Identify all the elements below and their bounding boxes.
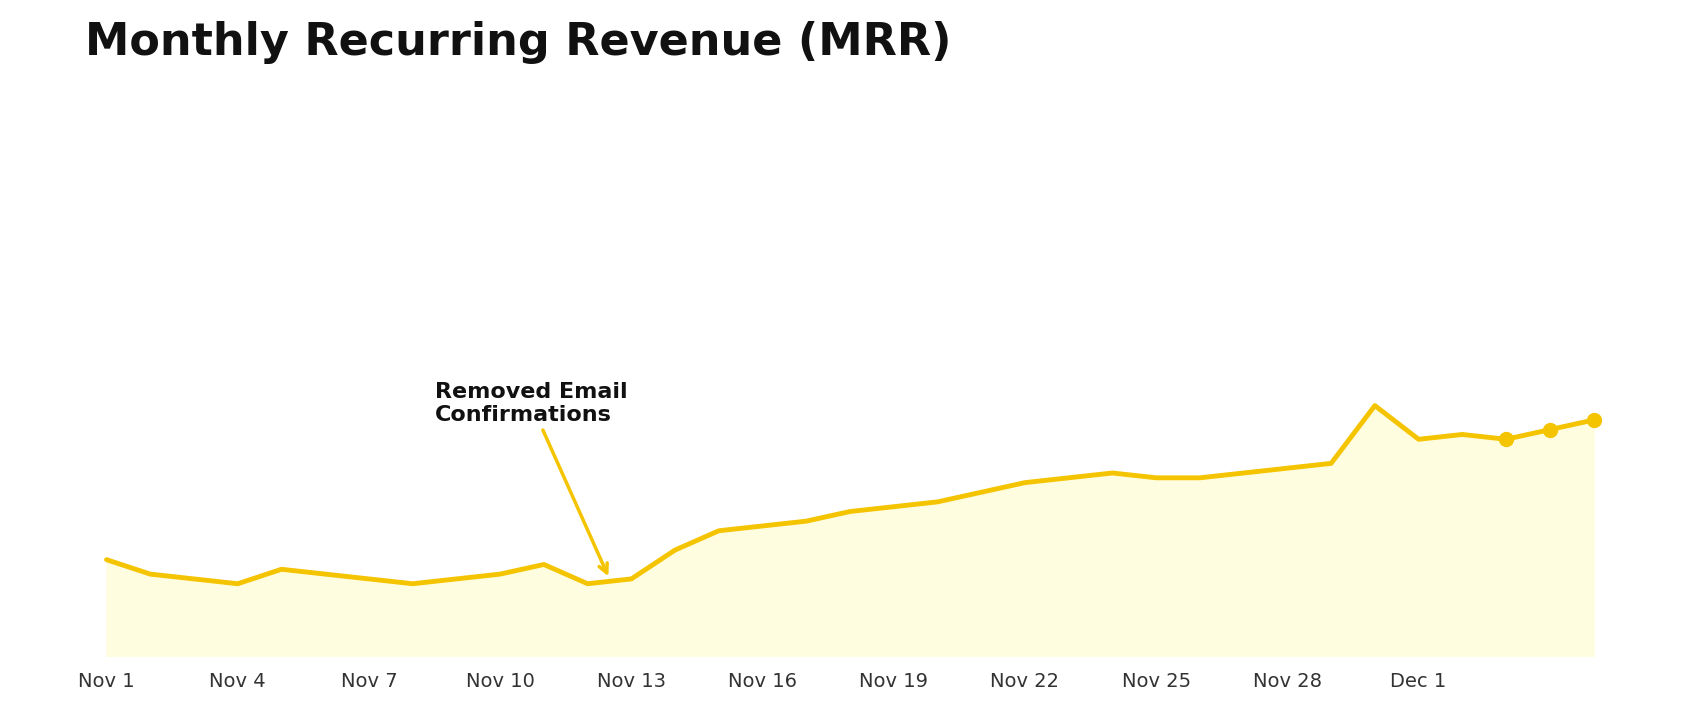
Text: Removed Email
Confirmations: Removed Email Confirmations xyxy=(435,381,626,573)
Text: Monthly Recurring Revenue (MRR): Monthly Recurring Revenue (MRR) xyxy=(85,21,951,64)
